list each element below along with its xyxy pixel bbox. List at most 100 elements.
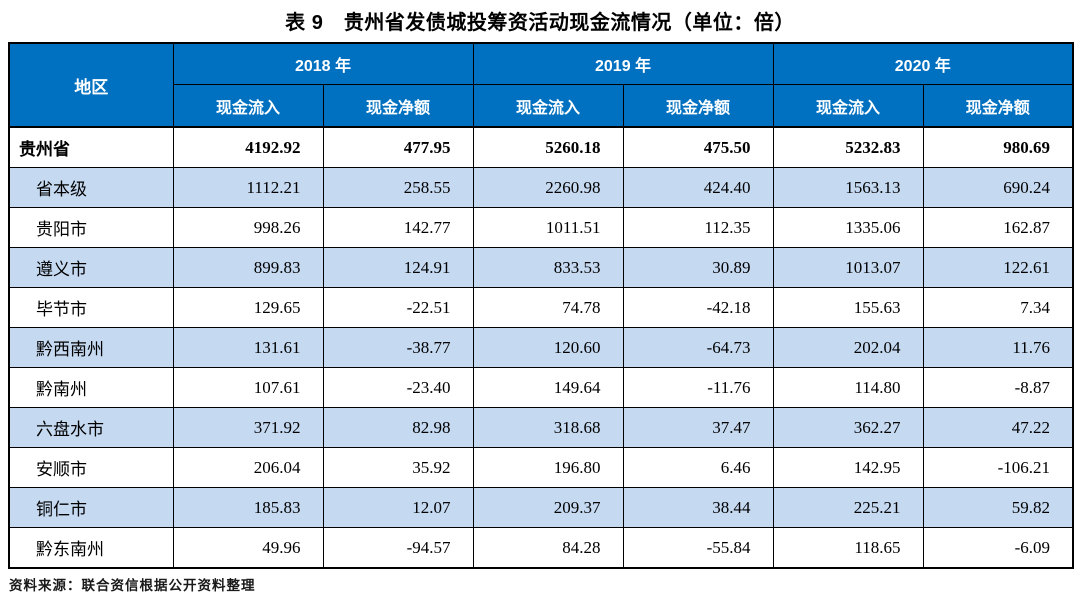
table-row: 贵州省 4192.92 477.95 5260.18 475.50 5232.83 980.… [8, 126, 1074, 168]
table-body: 贵州省 4192.92 477.95 5260.18 475.50 5232.83 980.… [8, 126, 1074, 569]
value-cell: 131.61 [172, 327, 324, 368]
cashflow-table: 地区 2018 年 2019 年 2020 年 现金流入 现金净额 现金流入 现… [8, 42, 1075, 569]
table-row: 黔南州 107.61 -23.40 149.64 -11.76 114.80 -8.87 [8, 367, 1074, 408]
value-cell: 1335.06 [772, 207, 924, 248]
source-note: 资料来源：联合资信根据公开资料整理 [9, 578, 256, 593]
column-header-year-2019: 2019 年 [472, 42, 774, 85]
column-header-net-2019: 现金净额 [622, 84, 774, 128]
value-cell: 107.61 [172, 367, 324, 408]
value-cell: 206.04 [172, 447, 324, 488]
table-header: 地区 2018 年 2019 年 2020 年 现金流入 现金净额 现金流入 现… [8, 42, 1074, 128]
value-cell: -55.84 [622, 527, 774, 569]
value-cell: 980.69 [922, 126, 1074, 168]
value-cell: 118.65 [772, 527, 924, 569]
table-row: 六盘水市 371.92 82.98 318.68 37.47 362.27 47.22 [8, 407, 1074, 448]
value-cell: 59.82 [922, 487, 1074, 528]
value-cell: 30.89 [622, 247, 774, 288]
table-row: 黔东南州 49.96 -94.57 84.28 -55.84 118.65 -6.09 [8, 527, 1074, 569]
table-row: 铜仁市 185.83 12.07 209.37 38.44 225.21 59.82 [8, 487, 1074, 528]
value-cell: 209.37 [472, 487, 624, 528]
value-cell: 37.47 [622, 407, 774, 448]
region-cell: 黔南州 [8, 367, 174, 408]
value-cell: 185.83 [172, 487, 324, 528]
value-cell: 38.44 [622, 487, 774, 528]
table-title: 表 9 贵州省发债城投筹资活动现金流情况（单位：倍） [285, 12, 795, 34]
value-cell: 162.87 [922, 207, 1074, 248]
value-cell: 2260.98 [472, 167, 624, 208]
value-cell: -42.18 [622, 287, 774, 328]
value-cell: 424.40 [622, 167, 774, 208]
value-cell: 6.46 [622, 447, 774, 488]
value-cell: 5260.18 [472, 126, 624, 168]
value-cell: 475.50 [622, 126, 774, 168]
region-cell: 安顺市 [8, 447, 174, 488]
value-cell: 833.53 [472, 247, 624, 288]
value-cell: 11.76 [922, 327, 1074, 368]
value-cell: 7.34 [922, 287, 1074, 328]
table-row: 毕节市 129.65 -22.51 74.78 -42.18 155.63 7.34 [8, 287, 1074, 328]
value-cell: 225.21 [772, 487, 924, 528]
value-cell: -64.73 [622, 327, 774, 368]
region-cell: 黔东南州 [8, 527, 174, 569]
value-cell: 371.92 [172, 407, 324, 448]
region-cell: 黔西南州 [8, 327, 174, 368]
value-cell: 142.77 [322, 207, 474, 248]
table-row: 遵义市 899.83 124.91 833.53 30.89 1013.07 122.61 [8, 247, 1074, 288]
region-cell: 省本级 [8, 167, 174, 208]
region-cell: 六盘水市 [8, 407, 174, 448]
value-cell: 114.80 [772, 367, 924, 408]
region-cell: 贵州省 [8, 126, 174, 168]
value-cell: 899.83 [172, 247, 324, 288]
column-header-inflow-2019: 现金流入 [472, 84, 624, 128]
value-cell: -38.77 [322, 327, 474, 368]
value-cell: 362.27 [772, 407, 924, 448]
column-header-inflow-2020: 现金流入 [772, 84, 924, 128]
value-cell: 112.35 [622, 207, 774, 248]
value-cell: 998.26 [172, 207, 324, 248]
column-header-year-2020: 2020 年 [772, 42, 1074, 85]
value-cell: 1011.51 [472, 207, 624, 248]
table-row: 贵阳市 998.26 142.77 1011.51 112.35 1335.06 162.8… [8, 207, 1074, 248]
value-cell: 120.60 [472, 327, 624, 368]
value-cell: 4192.92 [172, 126, 324, 168]
value-cell: 47.22 [922, 407, 1074, 448]
region-cell: 铜仁市 [8, 487, 174, 528]
value-cell: 690.24 [922, 167, 1074, 208]
value-cell: -11.76 [622, 367, 774, 408]
value-cell: 196.80 [472, 447, 624, 488]
value-cell: -94.57 [322, 527, 474, 569]
table-row: 省本级 1112.21 258.55 2260.98 424.40 1563.13 690.… [8, 167, 1074, 208]
column-header-net-2020: 现金净额 [922, 84, 1074, 128]
value-cell: 1013.07 [772, 247, 924, 288]
value-cell: 202.04 [772, 327, 924, 368]
value-cell: 35.92 [322, 447, 474, 488]
value-cell: 124.91 [322, 247, 474, 288]
value-cell: 477.95 [322, 126, 474, 168]
column-header-inflow-2018: 现金流入 [172, 84, 324, 128]
value-cell: -6.09 [922, 527, 1074, 569]
value-cell: -22.51 [322, 287, 474, 328]
value-cell: -106.21 [922, 447, 1074, 488]
value-cell: 318.68 [472, 407, 624, 448]
column-header-year-2018: 2018 年 [172, 42, 474, 85]
value-cell: 129.65 [172, 287, 324, 328]
column-header-net-2018: 现金净额 [322, 84, 474, 128]
region-cell: 遵义市 [8, 247, 174, 288]
value-cell: 74.78 [472, 287, 624, 328]
value-cell: 1563.13 [772, 167, 924, 208]
column-header-region: 地区 [8, 42, 174, 128]
value-cell: 82.98 [322, 407, 474, 448]
value-cell: 155.63 [772, 287, 924, 328]
region-cell: 贵阳市 [8, 207, 174, 248]
value-cell: 1112.21 [172, 167, 324, 208]
value-cell: 149.64 [472, 367, 624, 408]
value-cell: 5232.83 [772, 126, 924, 168]
value-cell: 258.55 [322, 167, 474, 208]
value-cell: -23.40 [322, 367, 474, 408]
value-cell: 84.28 [472, 527, 624, 569]
value-cell: 12.07 [322, 487, 474, 528]
region-cell: 毕节市 [8, 287, 174, 328]
value-cell: 122.61 [922, 247, 1074, 288]
value-cell: -8.87 [922, 367, 1074, 408]
table-row: 黔西南州 131.61 -38.77 120.60 -64.73 202.04 11.76 [8, 327, 1074, 368]
